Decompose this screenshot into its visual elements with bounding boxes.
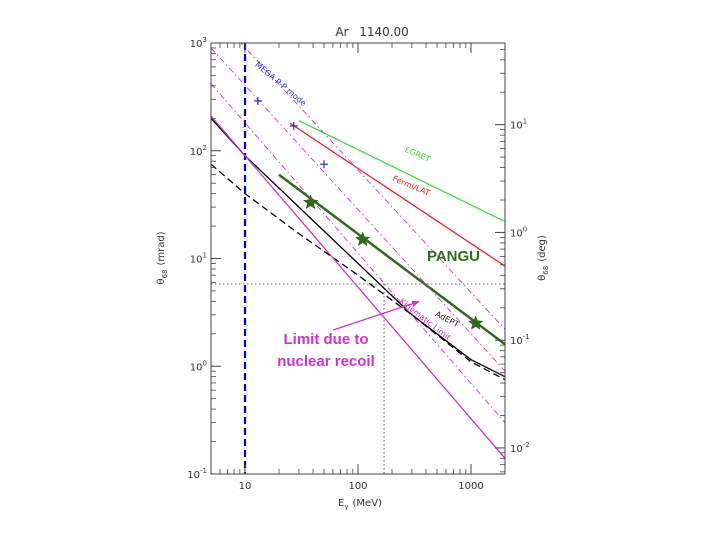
mega-p-p-mode-plus-marker [289, 121, 298, 130]
x-tick-label: 10 [239, 481, 252, 492]
nuclear-recoil-annotation: Limit due to nuclear recoil [277, 300, 420, 370]
y2-axis-label: θ68 (deg) [537, 235, 550, 281]
mega-p-p-mode-plus-marker [253, 96, 262, 105]
y2-tick-label: 101 [510, 118, 527, 132]
pangu-label: PANGU [427, 248, 480, 265]
series-4-line [211, 163, 505, 381]
y-tick-label: 102 [190, 144, 207, 158]
x-axis-label-sub: γ [344, 503, 348, 511]
axes: 10 100 1000 10-1 100 101 102 103 10-2 10-1 100 101 [187, 36, 529, 492]
pangu-star-marker [354, 231, 371, 247]
x-tick-label: 1000 [458, 481, 483, 492]
series-6-line [211, 83, 505, 423]
y-axis-label-main: θ [156, 278, 167, 284]
y-axis-label-sub: 68 [161, 270, 169, 279]
egret-label: EGRET [403, 145, 431, 164]
annotation-line: Limit due to [284, 331, 369, 348]
fermi-lat-line [289, 122, 505, 267]
pangu-line [278, 173, 505, 346]
y-tick-label: 10-1 [187, 467, 207, 481]
title-left: Ar [335, 25, 348, 39]
pangu-star-marker [467, 315, 484, 330]
y-tick-label: 100 [190, 359, 207, 373]
y2-tick-label: 100 [510, 225, 527, 239]
svg-text:θ68(mrad): θ68 (mrad) [156, 231, 169, 284]
y-tick-label: 101 [190, 252, 207, 266]
svg-text:Eγ(MeV): Eγ (MeV) [338, 498, 382, 511]
annotation-arrow-head [411, 300, 420, 307]
svg-text:θ68(deg): θ68 (deg) [537, 235, 550, 281]
marker-layer [253, 96, 484, 330]
annotation-line: nuclear recoil [277, 353, 375, 370]
series-layer [211, 43, 505, 459]
annotation-arrow-shaft [332, 300, 420, 331]
x-axis-label: Eγ (MeV) [338, 498, 382, 511]
egret-line [298, 120, 505, 223]
y2-tick-label: 10-2 [510, 441, 530, 455]
mega-p-p-mode-plus-marker [319, 160, 328, 169]
y-axis-label: θ68 (mrad) [156, 231, 169, 284]
x-tick-label: 100 [348, 481, 367, 492]
y2-axis-label-main: θ [537, 275, 548, 281]
title-right: 1140.00 [359, 25, 409, 39]
x-axis-label-unit: (MeV) [353, 498, 383, 509]
pangu-star-marker [302, 194, 319, 210]
y2-axis-label-unit: (deg) [537, 235, 548, 262]
kinematic-limit-line [211, 115, 505, 459]
x-axis-label-main: E [338, 498, 344, 509]
series-7-line [211, 47, 505, 372]
y2-axis-label-sub: 68 [542, 266, 550, 275]
reference-lines [211, 43, 505, 474]
y2-tick-label: 10-1 [510, 333, 530, 347]
y-tick-label: 103 [190, 36, 207, 50]
series-8-line [240, 43, 505, 330]
y-axis-label-unit: (mrad) [156, 231, 167, 265]
